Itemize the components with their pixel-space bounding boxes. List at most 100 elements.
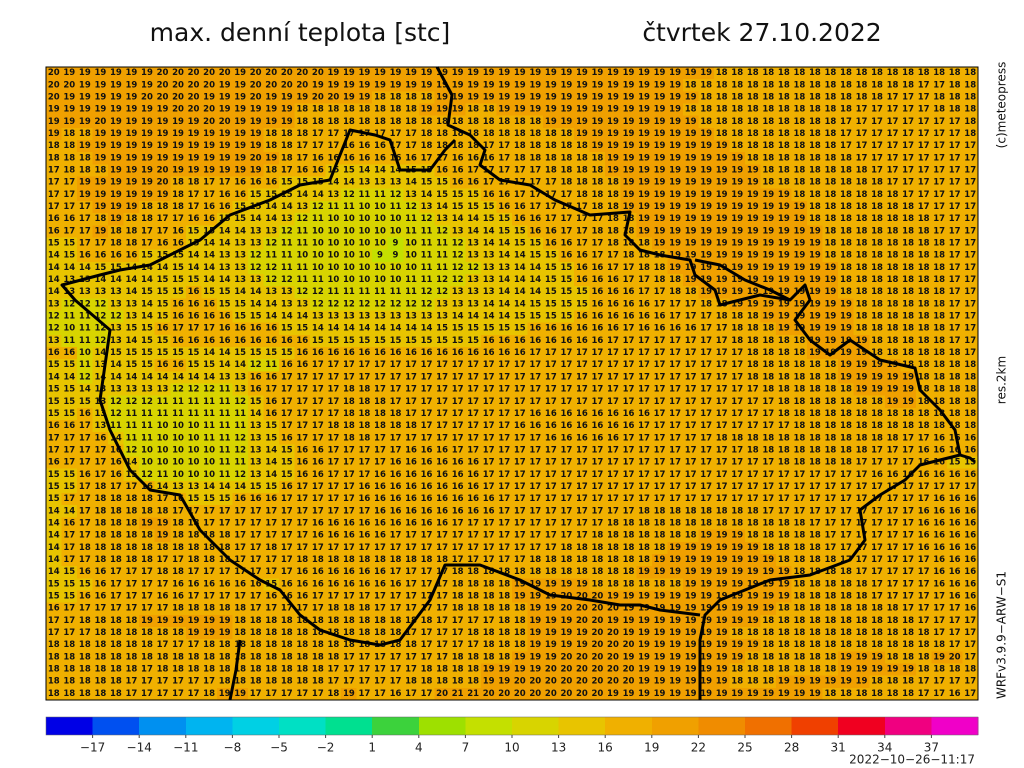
- cell-value: 10: [343, 214, 355, 224]
- grid-cell: [496, 127, 513, 141]
- cell-value: 18: [79, 129, 91, 139]
- cell-value: 17: [498, 445, 510, 455]
- cell-value: 17: [312, 141, 324, 151]
- cell-value: 19: [141, 141, 153, 151]
- cell-value: 17: [607, 458, 619, 468]
- cell-value: 13: [219, 251, 231, 261]
- cell-value: 18: [607, 567, 619, 577]
- cell-value: 15: [265, 348, 277, 358]
- cell-value: 19: [731, 202, 743, 212]
- grid-cell: [651, 67, 668, 80]
- cell-value: 16: [359, 153, 371, 163]
- cell-value: 15: [545, 287, 557, 297]
- cell-value: 18: [964, 385, 976, 395]
- cell-value: 19: [747, 178, 759, 188]
- cell-value: 18: [949, 80, 961, 90]
- grid-cell: [713, 91, 730, 104]
- grid-cell: [496, 67, 513, 80]
- grid-cell: [915, 115, 932, 129]
- cell-value: 17: [654, 299, 666, 309]
- cell-value: 18: [762, 68, 774, 78]
- cell-value: 18: [902, 312, 914, 322]
- cell-value: 14: [203, 348, 215, 358]
- grid-cell: [310, 115, 326, 129]
- cell-value: 18: [887, 409, 899, 419]
- cell-value: 17: [79, 421, 91, 431]
- cell-value: 16: [436, 445, 448, 455]
- cell-value: 17: [902, 178, 914, 188]
- cell-value: 17: [685, 494, 697, 504]
- cell-value: 12: [63, 299, 75, 309]
- grid-cell: [900, 79, 917, 92]
- cell-value: 10: [374, 214, 386, 224]
- cell-value: 15: [281, 178, 293, 188]
- cell-value: 19: [716, 202, 728, 212]
- grid-cell: [558, 127, 575, 141]
- cell-value: 17: [856, 482, 868, 492]
- cell-value: 18: [747, 433, 759, 443]
- cell-value: 19: [654, 190, 666, 200]
- cell-value: 18: [762, 92, 774, 102]
- grid-cell: [480, 79, 497, 92]
- cell-value: 18: [390, 92, 402, 102]
- cell-value: 14: [141, 275, 153, 285]
- cell-value: 18: [871, 287, 883, 297]
- cell-value: 13: [250, 226, 262, 236]
- grid-cell: [247, 91, 264, 104]
- cell-value: 18: [933, 275, 945, 285]
- cell-value: 17: [312, 433, 324, 443]
- cell-value: 16: [219, 324, 231, 334]
- cell-value: 17: [48, 165, 60, 175]
- cell-value: 17: [871, 153, 883, 163]
- grid-cell: [372, 67, 389, 80]
- cell-value: 16: [296, 348, 308, 358]
- cell-value: 18: [825, 141, 837, 151]
- cell-value: 13: [327, 312, 339, 322]
- cell-value: 18: [94, 165, 106, 175]
- cell-value: 16: [514, 336, 526, 346]
- grid-cell: [962, 91, 979, 104]
- cell-value: 14: [265, 214, 277, 224]
- cell-value: 16: [638, 312, 650, 322]
- grid-cell: [185, 115, 202, 129]
- cell-value: 18: [933, 92, 945, 102]
- grid-cell: [853, 91, 870, 104]
- cell-value: 18: [840, 165, 852, 175]
- cell-value: 19: [778, 202, 790, 212]
- cell-value: 19: [48, 105, 60, 115]
- cell-value: 17: [312, 372, 324, 382]
- cell-value: 19: [545, 80, 557, 90]
- cell-value: 18: [964, 80, 976, 90]
- cell-value: 18: [685, 105, 697, 115]
- cell-value: 18: [778, 348, 790, 358]
- cell-value: 18: [716, 68, 728, 78]
- cell-value: 18: [623, 518, 635, 528]
- cell-value: 14: [126, 275, 138, 285]
- cell-value: 16: [327, 518, 339, 528]
- cell-value: 16: [918, 445, 930, 455]
- cell-value: 10: [405, 263, 417, 273]
- cell-value: 13: [126, 299, 138, 309]
- cell-value: 18: [902, 226, 914, 236]
- cell-value: 18: [949, 68, 961, 78]
- cell-value: 17: [467, 543, 479, 553]
- cell-value: 18: [793, 68, 805, 78]
- cell-value: 18: [63, 129, 75, 139]
- cell-value: 18: [359, 397, 371, 407]
- cell-value: 16: [48, 421, 60, 431]
- cell-value: 17: [654, 336, 666, 346]
- grid-cell: [869, 91, 886, 104]
- grid-cell: [791, 103, 808, 116]
- cell-value: 16: [157, 239, 169, 249]
- cell-value: 17: [94, 445, 106, 455]
- cell-value: 16: [933, 555, 945, 565]
- cell-value: 18: [840, 105, 852, 115]
- cell-value: 18: [840, 214, 852, 224]
- cell-value: 17: [467, 165, 479, 175]
- cell-value: 18: [918, 226, 930, 236]
- cell-value: 18: [778, 360, 790, 370]
- cell-value: 16: [918, 506, 930, 516]
- grid-cell: [496, 140, 513, 153]
- grid-cell: [294, 115, 311, 129]
- cell-value: 19: [343, 80, 355, 90]
